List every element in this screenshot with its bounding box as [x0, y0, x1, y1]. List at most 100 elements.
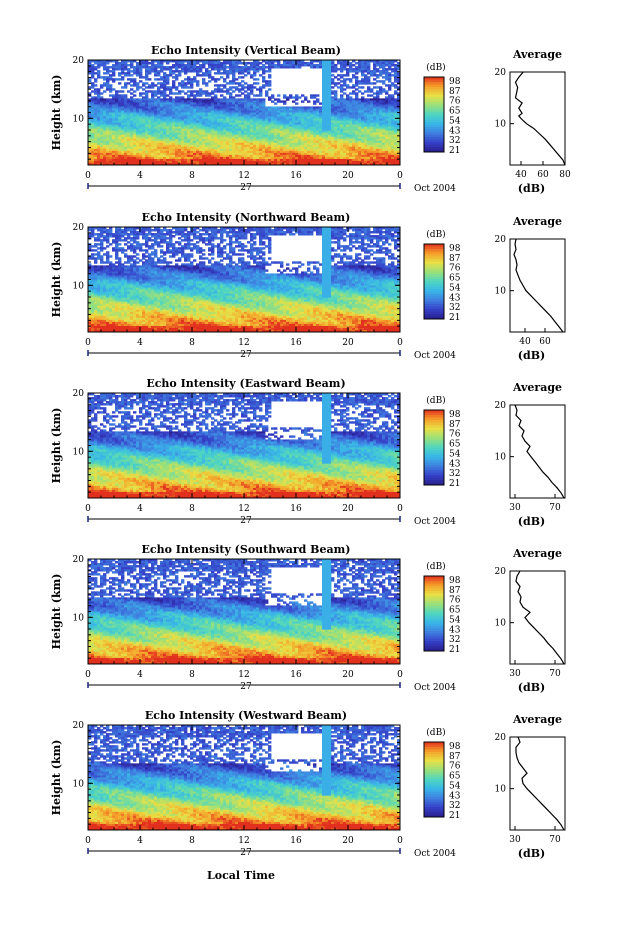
heatmap-cell: [166, 108, 170, 111]
heatmap-cell: [205, 108, 209, 111]
heatmap-cell: [241, 100, 245, 103]
heatmap-cell: [223, 142, 227, 146]
heatmap-cell: [94, 158, 98, 162]
heatmap-cell: [106, 114, 110, 117]
heatmap-cell: [193, 130, 197, 134]
heatmap-cell: [130, 233, 134, 236]
heatmap-cell: [277, 122, 281, 126]
heatmap-cell: [229, 130, 233, 134]
heatmap-cell: [163, 144, 167, 148]
heatmap-cell: [148, 112, 152, 115]
heatmap-cell: [178, 102, 182, 105]
heatmap-cell: [97, 64, 101, 67]
heatmap-cell: [187, 86, 191, 89]
heatmap-cell: [337, 102, 341, 105]
heatmap-cell: [196, 62, 200, 65]
heatmap-cell: [160, 162, 164, 166]
heatmap-cell: [115, 92, 119, 95]
heatmap-cell: [337, 136, 341, 140]
heatmap-cell: [307, 148, 311, 152]
heatmap-cell: [139, 104, 143, 107]
heatmap-cell: [145, 62, 149, 65]
heatmap-cell: [274, 102, 278, 105]
heatmap-cell: [319, 148, 323, 152]
heatmap-cell: [322, 116, 326, 119]
heatmap-cell: [376, 160, 380, 164]
heatmap-cell: [94, 156, 98, 160]
heatmap-cell: [310, 140, 314, 144]
average-frame: [509, 71, 566, 166]
heatmap-cell: [379, 108, 383, 111]
heatmap-cell: [166, 231, 170, 234]
heatmap-cell: [343, 130, 347, 134]
heatmap-cell: [370, 231, 374, 234]
heatmap-cell: [388, 94, 392, 97]
heatmap-cell: [145, 136, 149, 140]
heatmap-cell: [181, 118, 185, 121]
heatmap-cell: [265, 142, 269, 146]
heatmap-cell: [253, 229, 257, 232]
heatmap-cell: [100, 154, 104, 158]
heatmap-cell: [340, 62, 344, 65]
heatmap-cell: [268, 70, 272, 73]
heatmap-cell: [163, 80, 167, 83]
heatmap-cell: [289, 124, 293, 128]
heatmap-cell: [301, 162, 305, 166]
heatmap-cell: [187, 106, 191, 109]
heatmap-cell: [181, 98, 185, 101]
heatmap-cell: [280, 162, 284, 166]
heatmap-cell: [295, 66, 299, 69]
heatmap-cell: [331, 140, 335, 144]
heatmap-cell: [304, 146, 308, 150]
heatmap-cell: [385, 160, 389, 164]
heatmap-cell: [325, 82, 329, 85]
heatmap-cell: [352, 150, 356, 154]
heatmap-cell: [187, 130, 191, 134]
heatmap-cell: [202, 116, 206, 119]
heatmap-cell: [310, 142, 314, 146]
heatmap-cell: [166, 104, 170, 107]
heatmap-cell: [91, 72, 95, 75]
heatmap-cell: [247, 154, 251, 158]
heatmap-cell: [289, 156, 293, 160]
heatmap-cell: [289, 152, 293, 156]
heatmap-cell: [157, 92, 161, 95]
heatmap-cell: [205, 110, 209, 113]
heatmap-cell: [262, 68, 266, 71]
heatmap-cell: [151, 100, 155, 103]
heatmap-cell: [367, 104, 371, 107]
heatmap-cell: [163, 76, 167, 79]
heatmap-cell: [250, 138, 254, 142]
colorbar-swatch: [424, 149, 444, 153]
heatmap-cell: [160, 229, 164, 232]
heatmap-cell: [121, 128, 125, 132]
heatmap-cell: [106, 136, 110, 140]
heatmap-cell: [343, 148, 347, 152]
heatmap-cell: [346, 100, 350, 103]
heatmap-cell: [91, 140, 95, 144]
heatmap-cell: [202, 154, 206, 158]
heatmap-cell: [106, 128, 110, 132]
heatmap-cell: [124, 84, 128, 87]
heatmap-cell: [115, 78, 119, 81]
heatmap-cell: [274, 118, 278, 121]
heatmap-cell: [316, 132, 320, 136]
heatmap-cell: [121, 60, 125, 63]
heatmap-cell: [187, 94, 191, 97]
heatmap-cell: [214, 156, 218, 160]
heatmap-cell: [193, 60, 197, 63]
heatmap-cell: [145, 130, 149, 134]
heatmap-cell: [385, 60, 389, 63]
heatmap-cell: [316, 64, 320, 67]
heatmap-cell: [235, 154, 239, 158]
heatmap-cell: [166, 144, 170, 148]
heatmap-cell: [145, 94, 149, 97]
heatmap-cell: [103, 229, 107, 232]
heatmap-cell: [139, 229, 143, 232]
heatmap-cell: [385, 92, 389, 95]
heatmap-cell: [118, 64, 122, 67]
heatmap-cell: [94, 100, 98, 103]
heatmap-cell: [247, 134, 251, 138]
heatmap-cell: [301, 140, 305, 144]
heatmap-cell: [313, 142, 317, 146]
